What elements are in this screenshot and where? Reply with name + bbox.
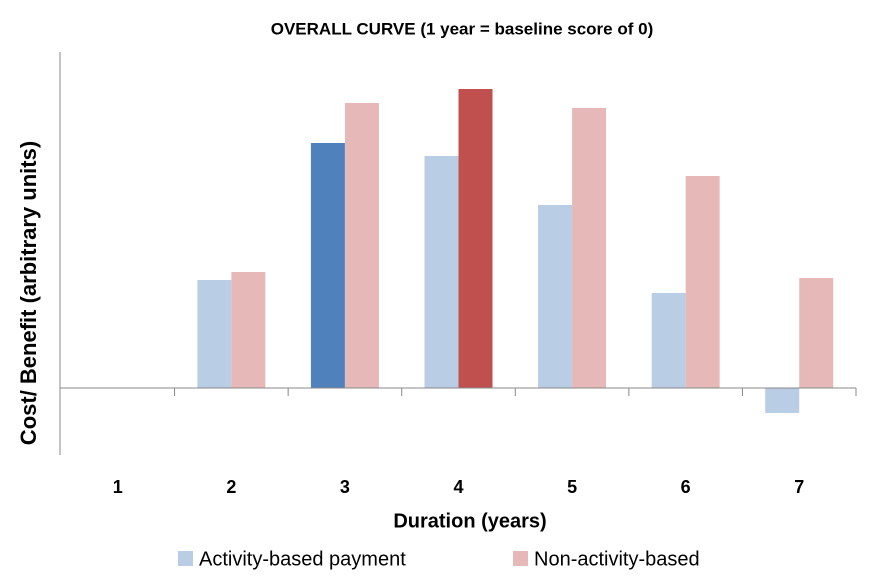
x-tick-label: 1 [113, 477, 123, 497]
bar [231, 272, 266, 388]
bar [424, 156, 459, 388]
bar [310, 143, 345, 388]
legend-label: Non-activity-based [534, 548, 700, 570]
bar [458, 89, 493, 388]
bar [197, 280, 232, 388]
legend-swatch [513, 551, 528, 566]
legend-label: Activity-based payment [199, 548, 406, 570]
x-tick-label: 2 [226, 477, 236, 497]
bar [685, 176, 720, 388]
x-tick-label: 6 [681, 477, 691, 497]
x-tick-label: 4 [453, 477, 463, 497]
x-tick-label: 5 [567, 477, 577, 497]
chart-title: OVERALL CURVE (1 year = baseline score o… [271, 19, 653, 38]
bar [799, 278, 834, 388]
y-axis-label: Cost/ Benefit (arbitrary units) [16, 141, 41, 445]
x-tick-label: 3 [340, 477, 350, 497]
bar [572, 108, 607, 388]
bar [344, 103, 379, 388]
bar [651, 293, 686, 388]
x-tick-label: 7 [794, 477, 804, 497]
bar [765, 388, 800, 413]
legend-swatch [178, 551, 193, 566]
x-axis-label: Duration (years) [393, 510, 546, 532]
bar [538, 205, 573, 388]
